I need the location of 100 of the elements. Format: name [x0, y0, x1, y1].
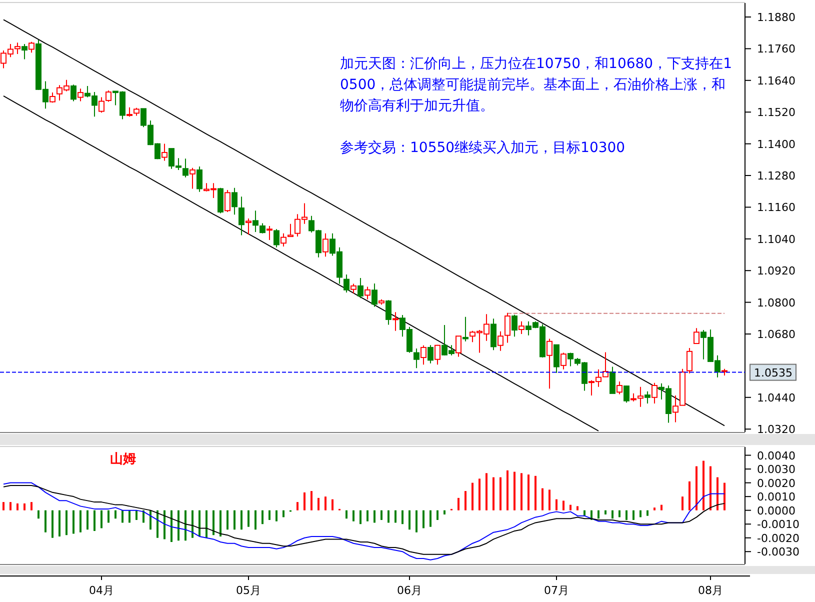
- x-tick-label: 08月: [698, 584, 723, 597]
- candlestick: [238, 196, 244, 236]
- candlestick: [350, 283, 356, 294]
- bar: [724, 482, 726, 510]
- bar: [542, 488, 544, 510]
- x-tick-label: 07月: [544, 584, 569, 597]
- bar: [80, 510, 82, 532]
- candlestick: [386, 300, 392, 326]
- candlestick: [518, 320, 524, 334]
- bar: [10, 502, 12, 510]
- candlestick: [218, 187, 224, 214]
- bar: [472, 482, 474, 510]
- candlestick: [560, 352, 566, 370]
- bar: [296, 502, 298, 510]
- bar: [556, 499, 558, 510]
- bar: [618, 510, 620, 518]
- bar: [226, 510, 228, 530]
- ref-line-label: 1.0535: [754, 366, 792, 380]
- bar: [464, 491, 466, 510]
- bar: [248, 510, 250, 527]
- x-tick-label: 05月: [236, 584, 261, 597]
- candlestick: [456, 336, 462, 358]
- bar: [156, 510, 158, 538]
- bar: [716, 477, 718, 510]
- bar: [492, 477, 494, 510]
- candlestick: [224, 190, 230, 212]
- bar: [416, 510, 418, 532]
- bar: [136, 510, 138, 520]
- bar: [282, 510, 284, 518]
- bar: [436, 510, 438, 520]
- bar: [646, 510, 648, 516]
- candlestick: [70, 84, 76, 102]
- y-tick-label: 1.0680: [757, 328, 796, 341]
- bar: [478, 478, 480, 510]
- y-tick-label: -0.0010: [757, 518, 800, 532]
- line-series: [3, 19, 725, 426]
- candlestick: [428, 344, 434, 364]
- bar: [548, 490, 550, 510]
- y-tick-label: 1.0920: [757, 264, 796, 278]
- bar: [402, 510, 404, 524]
- candlestick: [98, 96, 104, 114]
- bar: [352, 510, 354, 522]
- bar: [612, 510, 614, 519]
- y-tick-label: 1.0440: [757, 391, 796, 404]
- y-tick-label: 0.0020: [757, 476, 796, 490]
- bar: [604, 510, 606, 514]
- candlestick: [624, 385, 630, 404]
- candlestick: [266, 225, 272, 240]
- bar: [380, 510, 382, 520]
- annotation: 加元天图：汇价向上，压力位在10750，和10680，下支持在10500，总体调整可能提前完毕。基本面上，石油价格上涨，和物价高有利于加元升值。: [340, 56, 732, 114]
- bar: [178, 510, 180, 541]
- candlestick: [420, 344, 426, 366]
- bar: [122, 510, 124, 523]
- bar: [318, 498, 320, 510]
- x-tick-label: 06月: [397, 584, 422, 597]
- bar: [710, 466, 712, 510]
- bar: [528, 474, 530, 510]
- bar: [52, 510, 54, 538]
- bar: [212, 510, 214, 536]
- bar: [100, 510, 102, 528]
- y-tick-label: 1.1280: [757, 170, 796, 182]
- annotation: 参考交易：10550继续买入加元，目标10300: [340, 140, 626, 156]
- bar: [408, 510, 410, 530]
- y-tick-label: 0.0010: [757, 490, 796, 504]
- bar: [444, 510, 446, 514]
- bar: [170, 510, 172, 542]
- bar: [598, 510, 600, 519]
- bar: [374, 510, 376, 523]
- candlestick: [462, 316, 468, 342]
- candlestick: [322, 232, 328, 258]
- candlestick: [644, 390, 650, 404]
- bar: [584, 510, 586, 516]
- bar: [688, 481, 690, 510]
- bar: [324, 496, 326, 510]
- x-tick-label: 04月: [89, 584, 114, 597]
- candlestick: [512, 314, 518, 338]
- bar: [332, 499, 334, 510]
- bar: [360, 510, 362, 524]
- y-tick-label: 1.1160: [757, 201, 796, 214]
- candlestick: [260, 222, 266, 234]
- bar: [114, 510, 116, 519]
- bar: [520, 473, 522, 510]
- candlestick: [274, 228, 280, 248]
- bar: [394, 510, 396, 523]
- y-tick-label: -0.0030: [757, 546, 800, 559]
- bar: [276, 510, 278, 522]
- candlestick: [196, 166, 202, 192]
- bar: [164, 510, 166, 540]
- bar: [640, 510, 642, 518]
- bar: [16, 503, 18, 510]
- y-tick-label: 1.0320: [757, 423, 796, 436]
- bar: [184, 510, 186, 541]
- candlestick: [694, 328, 700, 344]
- candlestick: [434, 344, 440, 366]
- bar: [198, 510, 200, 536]
- candlestick: [126, 106, 132, 118]
- bar: [86, 510, 88, 530]
- bar: [192, 510, 194, 538]
- bar: [702, 460, 704, 510]
- candlestick: [78, 88, 84, 102]
